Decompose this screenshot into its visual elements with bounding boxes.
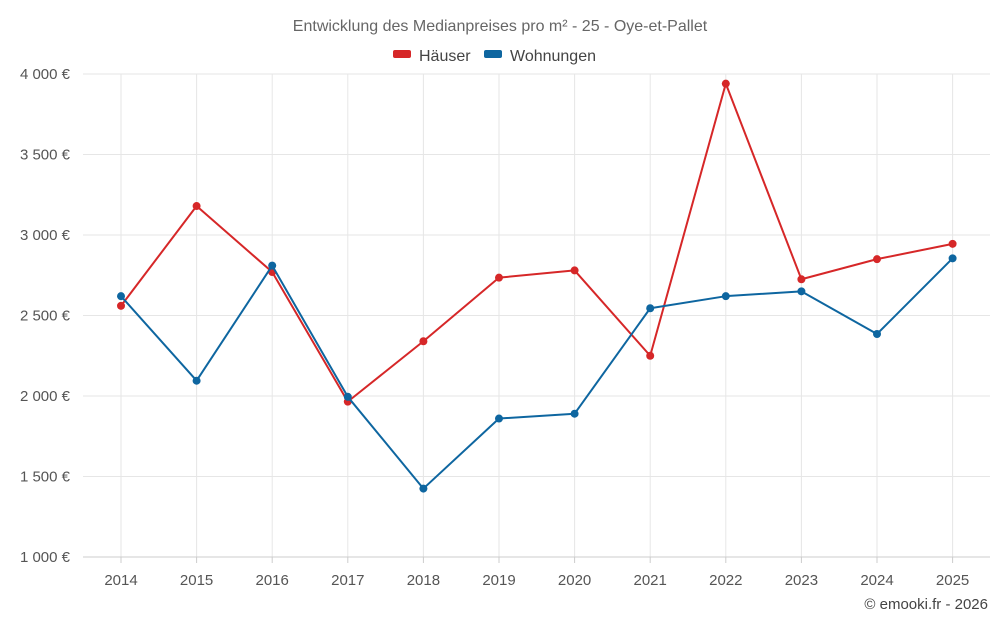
y-axis: 1 000 € 1 500 € 2 000 € 2 500 € 3 000 € 3 500…: [20, 66, 71, 566]
series-line-wohnungen: [120, 257, 954, 490]
data-point-wohnungen[interactable]: [873, 330, 881, 339]
x-tick-label: 2016: [256, 572, 289, 589]
x-tick-label: 2019: [482, 572, 515, 589]
legend-item-haeuser[interactable]: Häuser: [393, 48, 471, 65]
data-point-haeuser[interactable]: [495, 273, 503, 282]
x-tick-label: 2020: [558, 572, 591, 589]
legend: Häuser Wohnungen: [393, 48, 596, 65]
x-tick-label: 2025: [936, 572, 969, 589]
legend-item-wohnungen[interactable]: Wohnungen: [484, 48, 596, 65]
data-point-haeuser[interactable]: [721, 79, 730, 88]
data-point-wohnungen[interactable]: [495, 414, 503, 423]
data-point-wohnungen[interactable]: [721, 292, 730, 301]
series-line-haeuser: [120, 82, 954, 403]
data-point-wohnungen[interactable]: [117, 292, 125, 301]
data-point-haeuser[interactable]: [797, 275, 806, 284]
x-tick-label: 2024: [860, 572, 893, 589]
data-point-haeuser[interactable]: [419, 337, 428, 346]
credit-label: © emooki.fr - 2026: [864, 596, 988, 613]
series-wohnungen: [117, 254, 957, 493]
data-point-haeuser[interactable]: [570, 266, 579, 275]
series-layer: [117, 79, 957, 493]
x-tick-label: 2021: [634, 572, 667, 589]
legend-swatch-haeuser: [393, 50, 411, 58]
data-point-haeuser[interactable]: [192, 202, 201, 211]
x-tick-label: 2023: [785, 572, 818, 589]
y-tick-label: 3 500 €: [20, 147, 71, 164]
x-tick-label: 2017: [331, 572, 364, 589]
grid: [83, 73, 990, 557]
y-tick-label: 2 500 €: [20, 308, 71, 325]
data-point-wohnungen[interactable]: [570, 409, 579, 418]
data-point-wohnungen[interactable]: [948, 254, 957, 263]
y-tick-label: 1 500 €: [20, 469, 71, 486]
data-point-wohnungen[interactable]: [192, 376, 201, 385]
data-point-wohnungen[interactable]: [646, 304, 655, 313]
data-point-wohnungen[interactable]: [797, 287, 806, 296]
series-haeuser: [117, 79, 957, 406]
data-point-wohnungen[interactable]: [343, 392, 352, 401]
data-point-wohnungen[interactable]: [268, 261, 277, 270]
data-point-haeuser[interactable]: [873, 255, 881, 264]
x-axis: 2014 2015 2016 2017 2018 2019 2020 2021 2022 2023…: [83, 556, 990, 589]
x-tick-label: 2022: [709, 572, 742, 589]
legend-label-wohnungen: Wohnungen: [510, 48, 596, 65]
chart-title: Entwicklung des Medianpreises pro m² - 2…: [293, 18, 708, 35]
x-tick-label: 2018: [407, 572, 440, 589]
y-tick-label: 1 000 €: [20, 549, 71, 566]
legend-swatch-wohnungen: [484, 50, 502, 58]
x-tick-label: 2014: [104, 572, 137, 589]
data-point-haeuser[interactable]: [646, 351, 655, 360]
data-point-wohnungen[interactable]: [419, 484, 428, 493]
y-tick-label: 4 000 €: [20, 66, 71, 83]
y-tick-label: 3 000 €: [20, 227, 71, 244]
y-tick-label: 2 000 €: [20, 388, 71, 405]
x-tick-label: 2015: [180, 572, 213, 589]
data-point-haeuser[interactable]: [117, 301, 125, 310]
data-point-haeuser[interactable]: [948, 239, 957, 248]
legend-label-haeuser: Häuser: [419, 48, 471, 65]
